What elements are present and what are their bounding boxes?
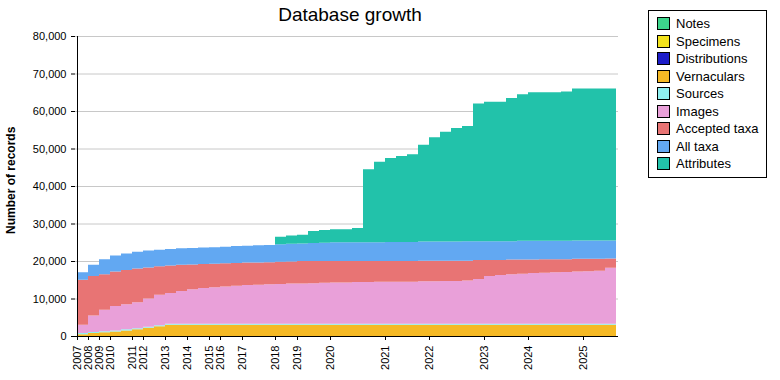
- html-text:Attributes: Attributes: [676, 156, 731, 172]
- svg-text:2016: 2016: [214, 346, 226, 370]
- svg-text:2010: 2010: [104, 346, 116, 370]
- svg-text:50,000: 50,000: [33, 143, 67, 155]
- svg-text:2009: 2009: [93, 345, 105, 370]
- svg-text:2011: 2011: [126, 345, 138, 370]
- html-text:Vernaculars: Vernaculars: [676, 68, 745, 84]
- html-text:Accepted taxa: Accepted taxa: [676, 121, 759, 137]
- svg-text:2015: 2015: [203, 345, 215, 370]
- svg-text:40,000: 40,000: [33, 180, 67, 192]
- svg-text:2018: 2018: [269, 346, 281, 370]
- svg-text:20,000: 20,000: [33, 255, 67, 267]
- svg-text:2023: 2023: [478, 346, 490, 370]
- svg-text:2020: 2020: [324, 346, 336, 370]
- svg-text:2022: 2022: [423, 346, 435, 370]
- html-text:Images: Images: [676, 103, 719, 119]
- svg-text:2007: 2007: [71, 345, 83, 370]
- html-text:Number of records: Number of records: [4, 126, 18, 234]
- svg-text:70,000: 70,000: [33, 68, 67, 80]
- svg-text:0: 0: [60, 330, 66, 342]
- html-text:Distributions: Distributions: [676, 51, 748, 67]
- svg-text:2021: 2021: [379, 346, 391, 370]
- svg-text:2024: 2024: [522, 346, 534, 370]
- svg-text:2008: 2008: [82, 345, 94, 370]
- svg-text:2025: 2025: [577, 346, 589, 370]
- html-text:Notes: Notes: [676, 16, 710, 32]
- svg-text:80,000: 80,000: [33, 30, 67, 42]
- svg-text:10,000: 10,000: [33, 293, 67, 305]
- html-text:Database growth: Database growth: [278, 4, 422, 25]
- svg-text:2012: 2012: [137, 346, 149, 370]
- svg-text:2014: 2014: [181, 346, 193, 370]
- svg-text:30,000: 30,000: [33, 218, 67, 230]
- html-text:Sources: Sources: [676, 86, 724, 102]
- html-text:Specimens: Specimens: [676, 33, 741, 49]
- svg-text:2019: 2019: [291, 346, 303, 370]
- svg-text:60,000: 60,000: [33, 105, 67, 117]
- html-text:All taxa: All taxa: [676, 138, 719, 154]
- svg-text:2013: 2013: [159, 346, 171, 370]
- svg-text:2017: 2017: [236, 346, 248, 370]
